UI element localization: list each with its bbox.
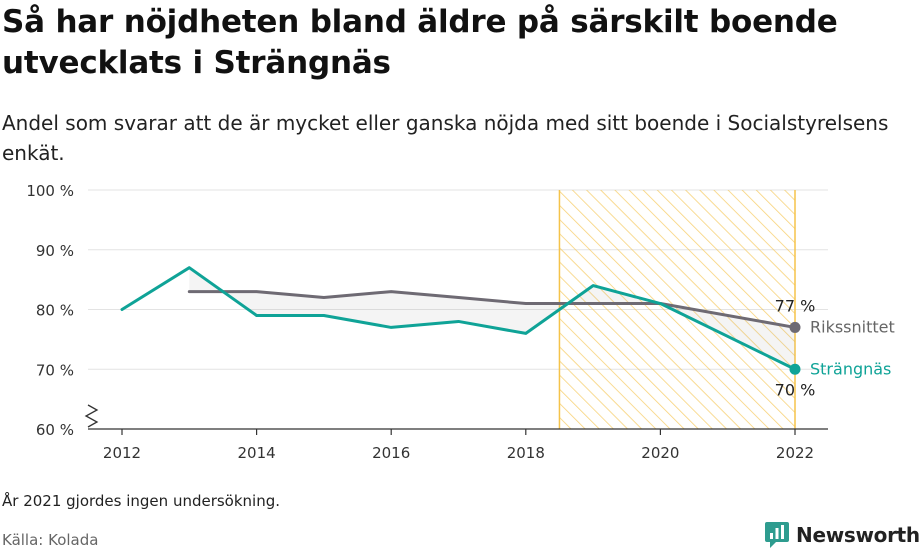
footnote: År 2021 gjordes ingen undersökning.	[2, 492, 281, 510]
axis-break-mark	[84, 404, 99, 428]
x-tick-label: 2020	[641, 444, 679, 462]
y-tick-label: 100 %	[26, 182, 74, 200]
end-points	[789, 321, 801, 375]
gap-area	[189, 267, 796, 370]
end-value-label: 77 %	[775, 296, 816, 315]
chart-subtitle: Andel som svarar att de är mycket eller …	[2, 111, 889, 165]
end-value-label: 70 %	[775, 380, 816, 399]
gap-fill	[189, 267, 796, 370]
y-tick-label: 90 %	[36, 242, 74, 260]
series-line-1	[120, 266, 797, 371]
x-tick-label: 2012	[103, 444, 141, 462]
newsworthy-logo-icon	[765, 522, 789, 548]
x-tick-label: 2016	[372, 444, 410, 462]
y-tick-label: 60 %	[36, 421, 74, 439]
end-point-1	[789, 363, 801, 375]
series-lines	[120, 266, 797, 371]
end-point-0	[789, 321, 801, 333]
series-name-label: Strängnäs	[810, 359, 891, 378]
source: Källa: Kolada	[2, 531, 99, 549]
x-tick-label: 2014	[238, 444, 276, 462]
x-tick-label: 2018	[507, 444, 545, 462]
brand-name: Newsworthy	[796, 523, 920, 547]
series-line-0	[187, 290, 797, 329]
newsworthy-logo: Newsworthy	[764, 519, 920, 551]
series-labels: Rikssnittet 77 % Strängnäs 70 %	[775, 296, 895, 399]
x-axis-labels: 2012 2014 2016 2018 2020 2022	[103, 444, 814, 462]
highlight-hatch	[559, 190, 795, 429]
y-tick-label: 80 %	[36, 302, 74, 320]
series-name-label: Rikssnittet	[810, 317, 895, 336]
y-tick-label: 70 %	[36, 361, 74, 379]
x-tick-label: 2022	[776, 444, 814, 462]
x-axis	[84, 404, 828, 435]
highlight-period	[558, 190, 796, 429]
y-axis-labels: 60 % 70 % 80 % 90 % 100 %	[26, 182, 74, 439]
chart-title: Så har nöjdheten bland äldre på särskilt…	[2, 4, 838, 81]
